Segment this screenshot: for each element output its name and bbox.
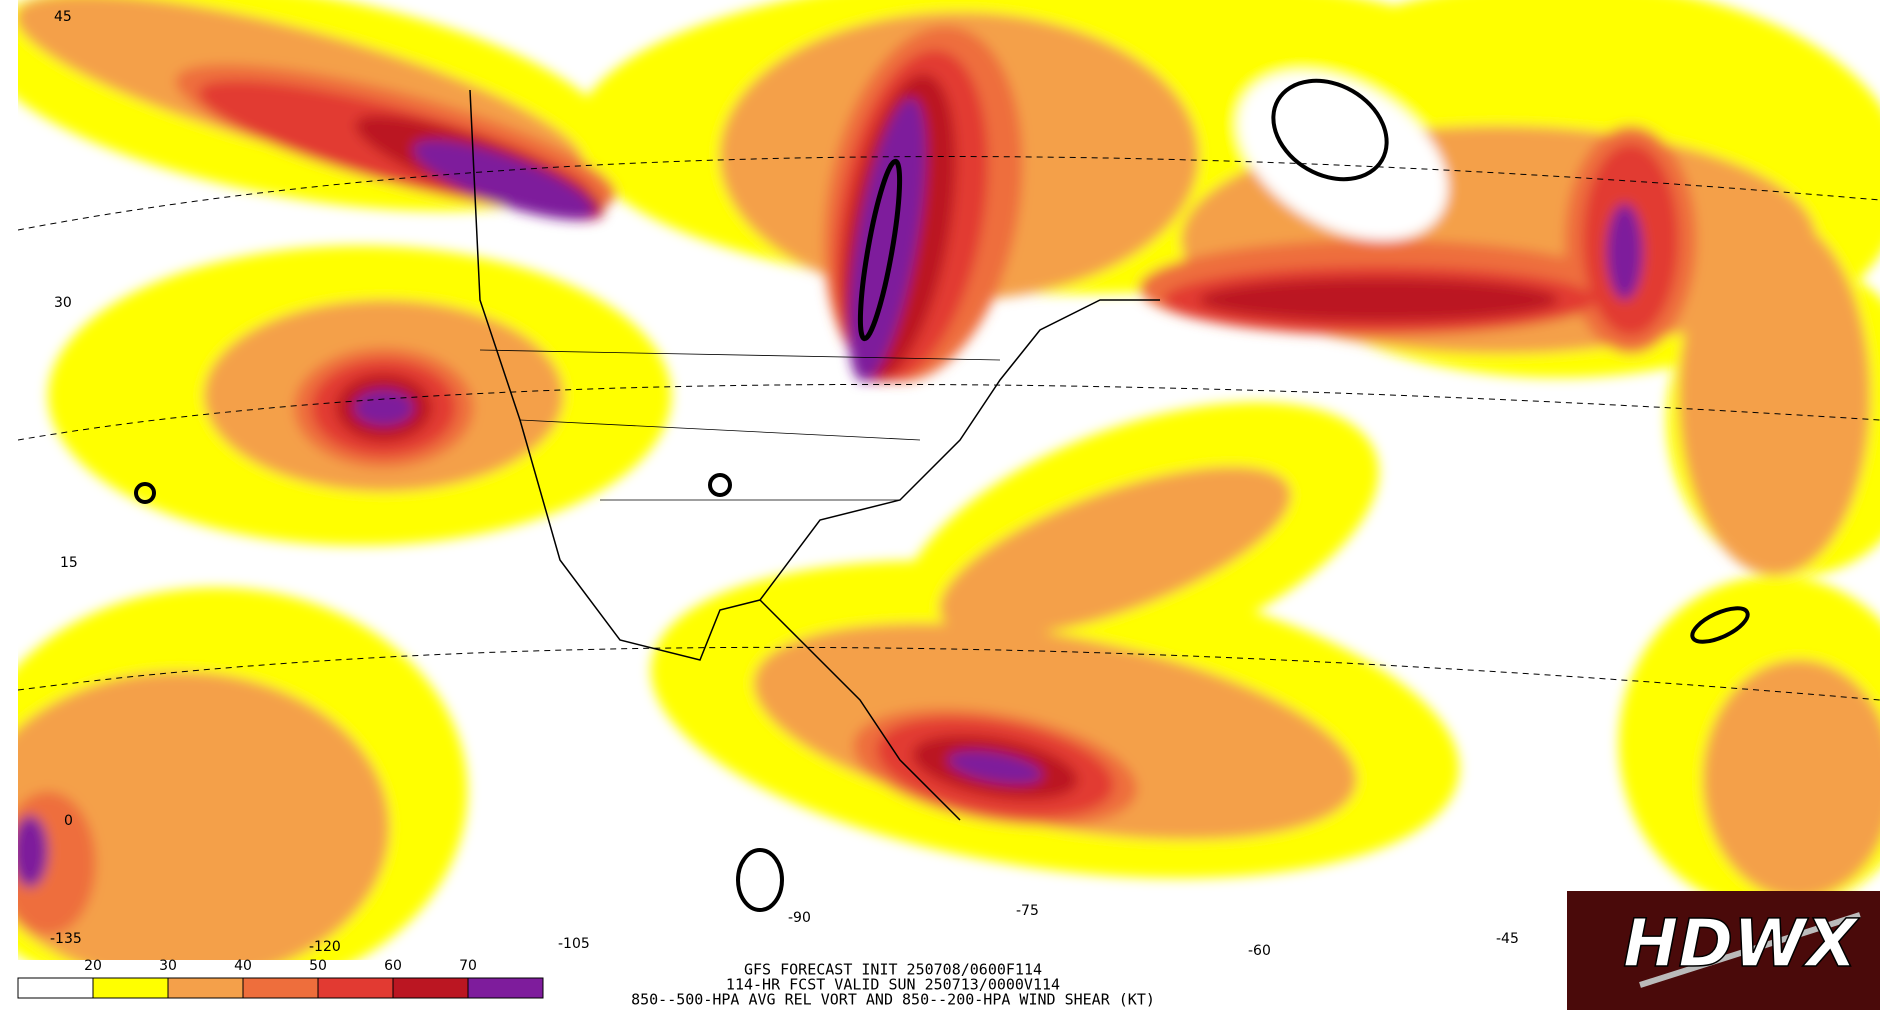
contour (736, 848, 784, 912)
latitude-label: 0 (64, 813, 73, 829)
shear-region (1606, 203, 1643, 300)
title-line: 114-HR FCST VALID SUN 250713/0000V114 (726, 976, 1060, 994)
longitude-label: -135 (50, 931, 82, 947)
colorbar-swatch (92, 977, 169, 999)
logo-swoosh (1639, 912, 1861, 988)
colorbar-swatch (242, 977, 319, 999)
shear-region (848, 98, 926, 382)
colorbar-swatch (167, 977, 244, 999)
logo-background (1567, 891, 1880, 1010)
colorbar-label: 30 (159, 958, 177, 974)
latitude-line (18, 156, 1880, 701)
title-line: 850--500-HPA AVG REL VORT AND 850--200-H… (631, 991, 1155, 1009)
longitude-label: -90 (788, 910, 811, 926)
logo-text: HDWX (1623, 905, 1860, 982)
colorbar-label: 50 (309, 958, 327, 974)
colorbar-label: 40 (234, 958, 252, 974)
shear-region (1237, 71, 1448, 241)
latitude-label: 15 (60, 555, 78, 571)
longitude-label: -45 (1496, 931, 1519, 947)
shear-region (18, 671, 390, 960)
map-lines (18, 78, 1880, 912)
contour (857, 158, 903, 342)
contour (708, 473, 732, 497)
logo: HDWX (1567, 891, 1880, 1010)
longitude-label: -75 (1016, 903, 1039, 919)
colorbar-swatch (17, 977, 94, 999)
colorbar-label: 70 (459, 958, 477, 974)
shear-region (18, 815, 48, 888)
latitude-label: 45 (54, 9, 72, 25)
shear-region (1199, 278, 1559, 322)
colorbar-label: 60 (384, 958, 402, 974)
shear-region (413, 140, 595, 220)
colorbar-swatch (317, 977, 394, 999)
shear-region (939, 466, 1291, 637)
titles: GFS FORECAST INIT 250708/0600F114114-HR … (631, 961, 1155, 1009)
contour (1271, 78, 1389, 182)
colorbar-label: 20 (84, 958, 102, 974)
colorbar-swatch (467, 977, 544, 999)
shear-region (41, 239, 102, 288)
coastline (759, 299, 1160, 601)
border (479, 349, 1001, 501)
contour (1690, 606, 1750, 644)
colorbar-swatch (392, 977, 469, 999)
shear-region (1702, 659, 1880, 900)
longitude-label: -105 (558, 936, 590, 952)
shear-region (947, 750, 1043, 784)
colorbar: 20 30 40 50 60 70 (17, 958, 544, 999)
axis-labels: 45 30 15 0 -135 -120 -105 -90 -75 -60 -45 (50, 9, 1519, 959)
longitude-label: -60 (1248, 943, 1271, 959)
shear-region (1678, 215, 1871, 576)
latitude-label: 30 (54, 295, 72, 311)
longitude-label: -120 (309, 939, 341, 955)
shear-region (353, 389, 414, 426)
shear-region (18, 791, 96, 936)
title-line: GFS FORECAST INIT 250708/0600F114 (744, 961, 1042, 979)
coastline (469, 89, 961, 821)
contour (134, 482, 156, 504)
